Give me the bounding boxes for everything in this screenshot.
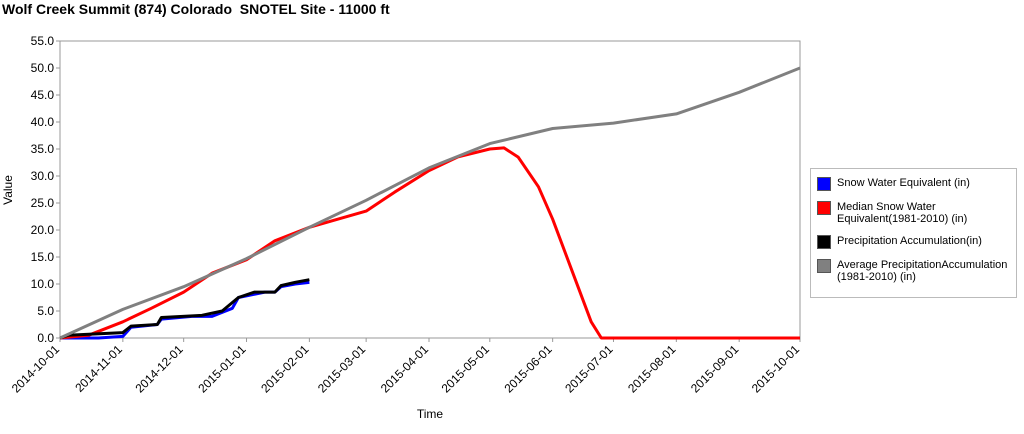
plot-frame (59, 40, 801, 339)
x-tick-label: 2015-07-01 (562, 342, 616, 396)
y-tick-label: 45.0 (31, 88, 55, 102)
legend-swatch (817, 235, 831, 249)
series-line (59, 66, 801, 340)
legend-swatch (817, 177, 831, 191)
y-axis-label: Value (1, 175, 15, 205)
legend-label: Median Snow Water Equivalent(1981-2010) … (837, 201, 968, 225)
legend-swatch (817, 259, 831, 273)
legend-label: Precipitation Accumulation(in) (837, 235, 982, 247)
y-tick-label: 55.0 (31, 34, 55, 48)
x-tick-label: 2015-06-01 (501, 342, 555, 396)
legend-label: Snow Water Equivalent (in) (837, 177, 970, 189)
y-tick-label: 30.0 (31, 169, 55, 183)
legend-item[interactable]: Precipitation Accumulation(in) (817, 235, 1010, 249)
legend: Snow Water Equivalent (in) Median Snow Wa… (810, 168, 1017, 298)
x-tick-label: 2015-05-01 (439, 342, 493, 396)
y-tick-label: 35.0 (31, 142, 55, 156)
legend-label: Average PrecipitationAccumulation (1981-… (837, 259, 1008, 283)
x-tick-label: 2014-11-01 (72, 342, 125, 395)
series-line (59, 278, 310, 340)
x-tick-label: 2015-10-01 (749, 342, 803, 396)
chart-title: Wolf Creek Summit (874) Colorado SNOTEL … (2, 1, 390, 17)
y-tick-label: 40.0 (31, 115, 55, 129)
x-axis-label: Time (417, 407, 444, 421)
series-line (59, 146, 800, 340)
x-tick-label: 2015-01-01 (195, 342, 249, 396)
x-tick-label: 2015-03-01 (315, 342, 369, 396)
x-tick-label: 2015-04-01 (378, 342, 432, 396)
x-tick-label: 2014-10-01 (9, 342, 63, 396)
y-tick-label: 5.0 (37, 304, 54, 318)
y-tick-label: 10.0 (31, 277, 55, 291)
y-tick-label: 50.0 (31, 61, 55, 75)
legend-item[interactable]: Median Snow Water Equivalent(1981-2010) … (817, 201, 1010, 225)
x-tick-label: 2015-09-01 (688, 342, 742, 396)
y-tick-label: 15.0 (31, 250, 55, 264)
legend-item[interactable]: Average PrecipitationAccumulation (1981-… (817, 259, 1010, 283)
x-tick-label: 2014-12-01 (132, 342, 186, 396)
legend-item[interactable]: Snow Water Equivalent (in) (817, 177, 1010, 191)
x-tick-label: 2015-02-01 (258, 342, 312, 396)
y-tick-label: 20.0 (31, 223, 55, 237)
y-tick-label: 25.0 (31, 196, 55, 210)
legend-swatch (817, 201, 831, 215)
x-tick-label: 2015-08-01 (625, 342, 679, 396)
y-tick-label: 0.0 (37, 331, 54, 345)
